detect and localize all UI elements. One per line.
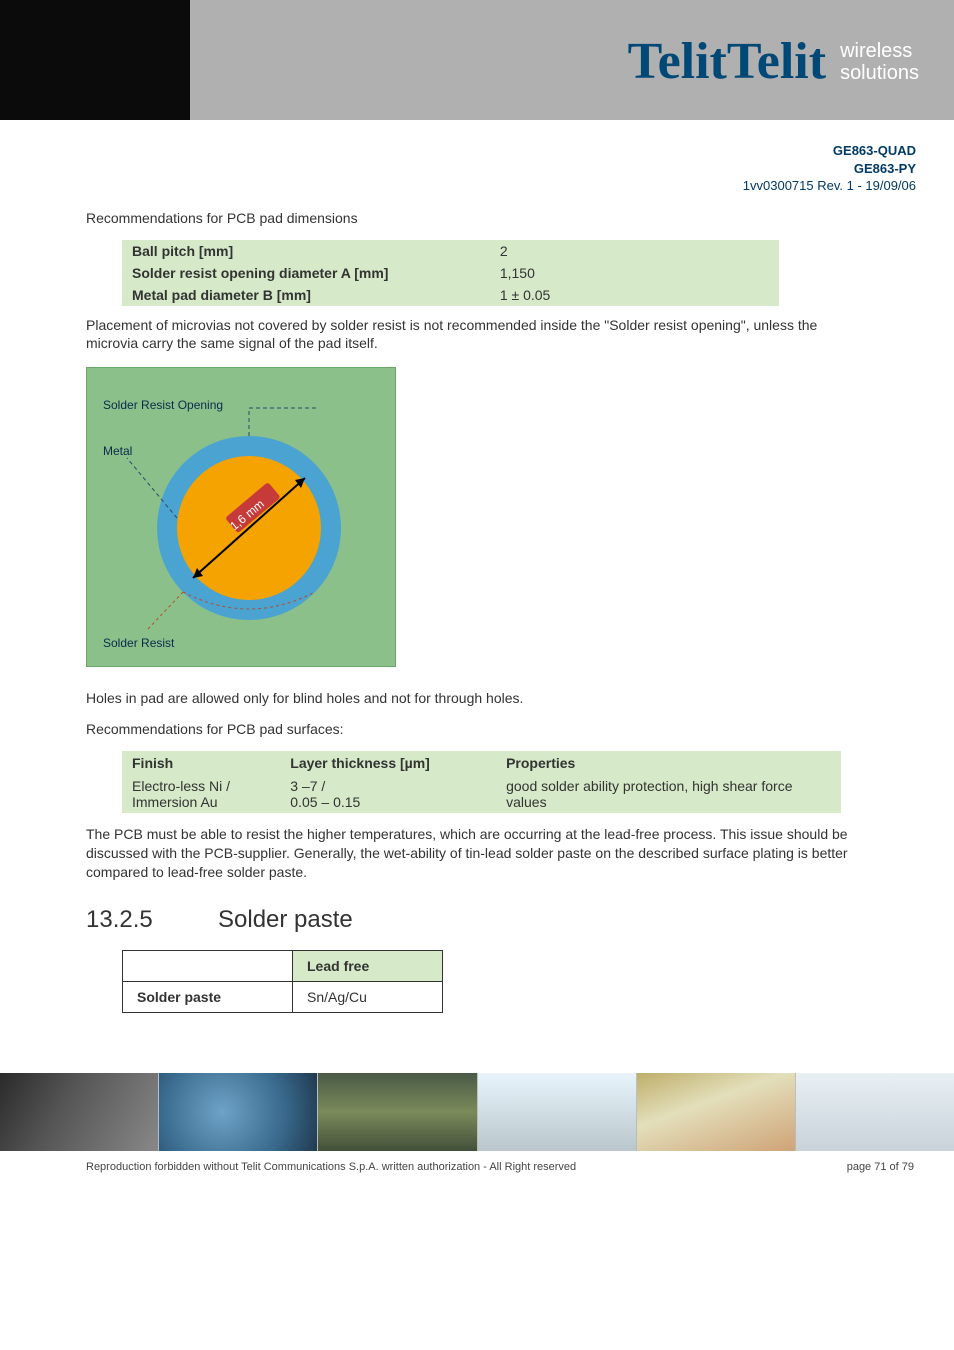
tbl2-h-properties: Properties bbox=[496, 751, 841, 775]
tbl3-leadfree-header: Lead free bbox=[293, 950, 443, 981]
fig-label-solder-resist: Solder Resist bbox=[103, 636, 174, 650]
logo-text: TelitTelit bbox=[628, 32, 826, 91]
footer-page-number: page 71 of 79 bbox=[847, 1161, 914, 1173]
header-banner: TelitTelit wireless solutions bbox=[0, 0, 954, 120]
tbl2-h-thickness: Layer thickness [µm] bbox=[280, 751, 496, 775]
footer-tile bbox=[0, 1073, 158, 1151]
section-heading: 13.2.5Solder paste bbox=[86, 906, 868, 934]
section-title: Solder paste bbox=[218, 906, 353, 933]
tbl2-thickness: 3 –7 /0.05 – 0.15 bbox=[280, 775, 496, 813]
tbl3-row-value: Sn/Ag/Cu bbox=[293, 981, 443, 1012]
microvia-note: Placement of microvias not covered by so… bbox=[86, 316, 868, 354]
fig-label-sro: Solder Resist Opening bbox=[103, 398, 223, 412]
table-row-label: Solder resist opening diameter A [mm] bbox=[122, 262, 490, 284]
doc-revision: 1vv0300715 Rev. 1 - 19/09/06 bbox=[0, 177, 916, 195]
header-black-block bbox=[0, 0, 190, 120]
footer-tile bbox=[636, 1073, 795, 1151]
footer-text: Reproduction forbidden without Telit Com… bbox=[0, 1151, 954, 1189]
lead-free-note: The PCB must be able to resist the highe… bbox=[86, 825, 868, 882]
solder-resist-diagram: Solder Resist Opening Metal 1,6 mm Solde… bbox=[86, 367, 396, 667]
section-number: 13.2.5 bbox=[86, 906, 218, 934]
fig-label-metal: Metal bbox=[103, 444, 132, 458]
doc-meta: GE863-QUAD GE863-PY 1vv0300715 Rev. 1 - … bbox=[0, 120, 954, 201]
intro-recommendations: Recommendations for PCB pad dimensions bbox=[86, 209, 868, 228]
footer-tile bbox=[317, 1073, 476, 1151]
footer-tile bbox=[158, 1073, 317, 1151]
tagline-line2: solutions bbox=[840, 62, 919, 84]
surfaces-intro: Recommendations for PCB pad surfaces: bbox=[86, 720, 868, 739]
holes-note: Holes in pad are allowed only for blind … bbox=[86, 689, 868, 708]
footer-image-strip bbox=[0, 1073, 954, 1151]
pcb-surfaces-table: Finish Layer thickness [µm] Properties E… bbox=[122, 751, 841, 813]
footer-tile bbox=[795, 1073, 954, 1151]
table-row-value: 1 ± 0.05 bbox=[490, 284, 779, 306]
pcb-dimensions-table: Ball pitch [mm]2Solder resist opening di… bbox=[122, 240, 779, 306]
table-row-value: 2 bbox=[490, 240, 779, 262]
doc-title-1: GE863-QUAD bbox=[0, 142, 916, 160]
footer-copyright: Reproduction forbidden without Telit Com… bbox=[86, 1161, 576, 1173]
table-row-label: Metal pad diameter B [mm] bbox=[122, 284, 490, 306]
footer-tile bbox=[477, 1073, 636, 1151]
tagline-line1: wireless bbox=[840, 40, 919, 62]
tbl2-properties: good solder ability protection, high she… bbox=[496, 775, 841, 813]
tbl2-h-finish: Finish bbox=[122, 751, 280, 775]
tbl3-blank bbox=[123, 950, 293, 981]
logo: TelitTelit wireless solutions bbox=[628, 32, 919, 91]
table-row-value: 1,150 bbox=[490, 262, 779, 284]
solder-paste-table: Lead free Solder paste Sn/Ag/Cu bbox=[122, 950, 443, 1013]
doc-title-2: GE863-PY bbox=[0, 160, 916, 178]
table-row-label: Ball pitch [mm] bbox=[122, 240, 490, 262]
logo-tagline: wireless solutions bbox=[840, 40, 919, 84]
tbl3-row-label: Solder paste bbox=[123, 981, 293, 1012]
tbl2-finish: Electro-less Ni /Immersion Au bbox=[122, 775, 280, 813]
page-content: Recommendations for PCB pad dimensions B… bbox=[0, 209, 954, 1073]
